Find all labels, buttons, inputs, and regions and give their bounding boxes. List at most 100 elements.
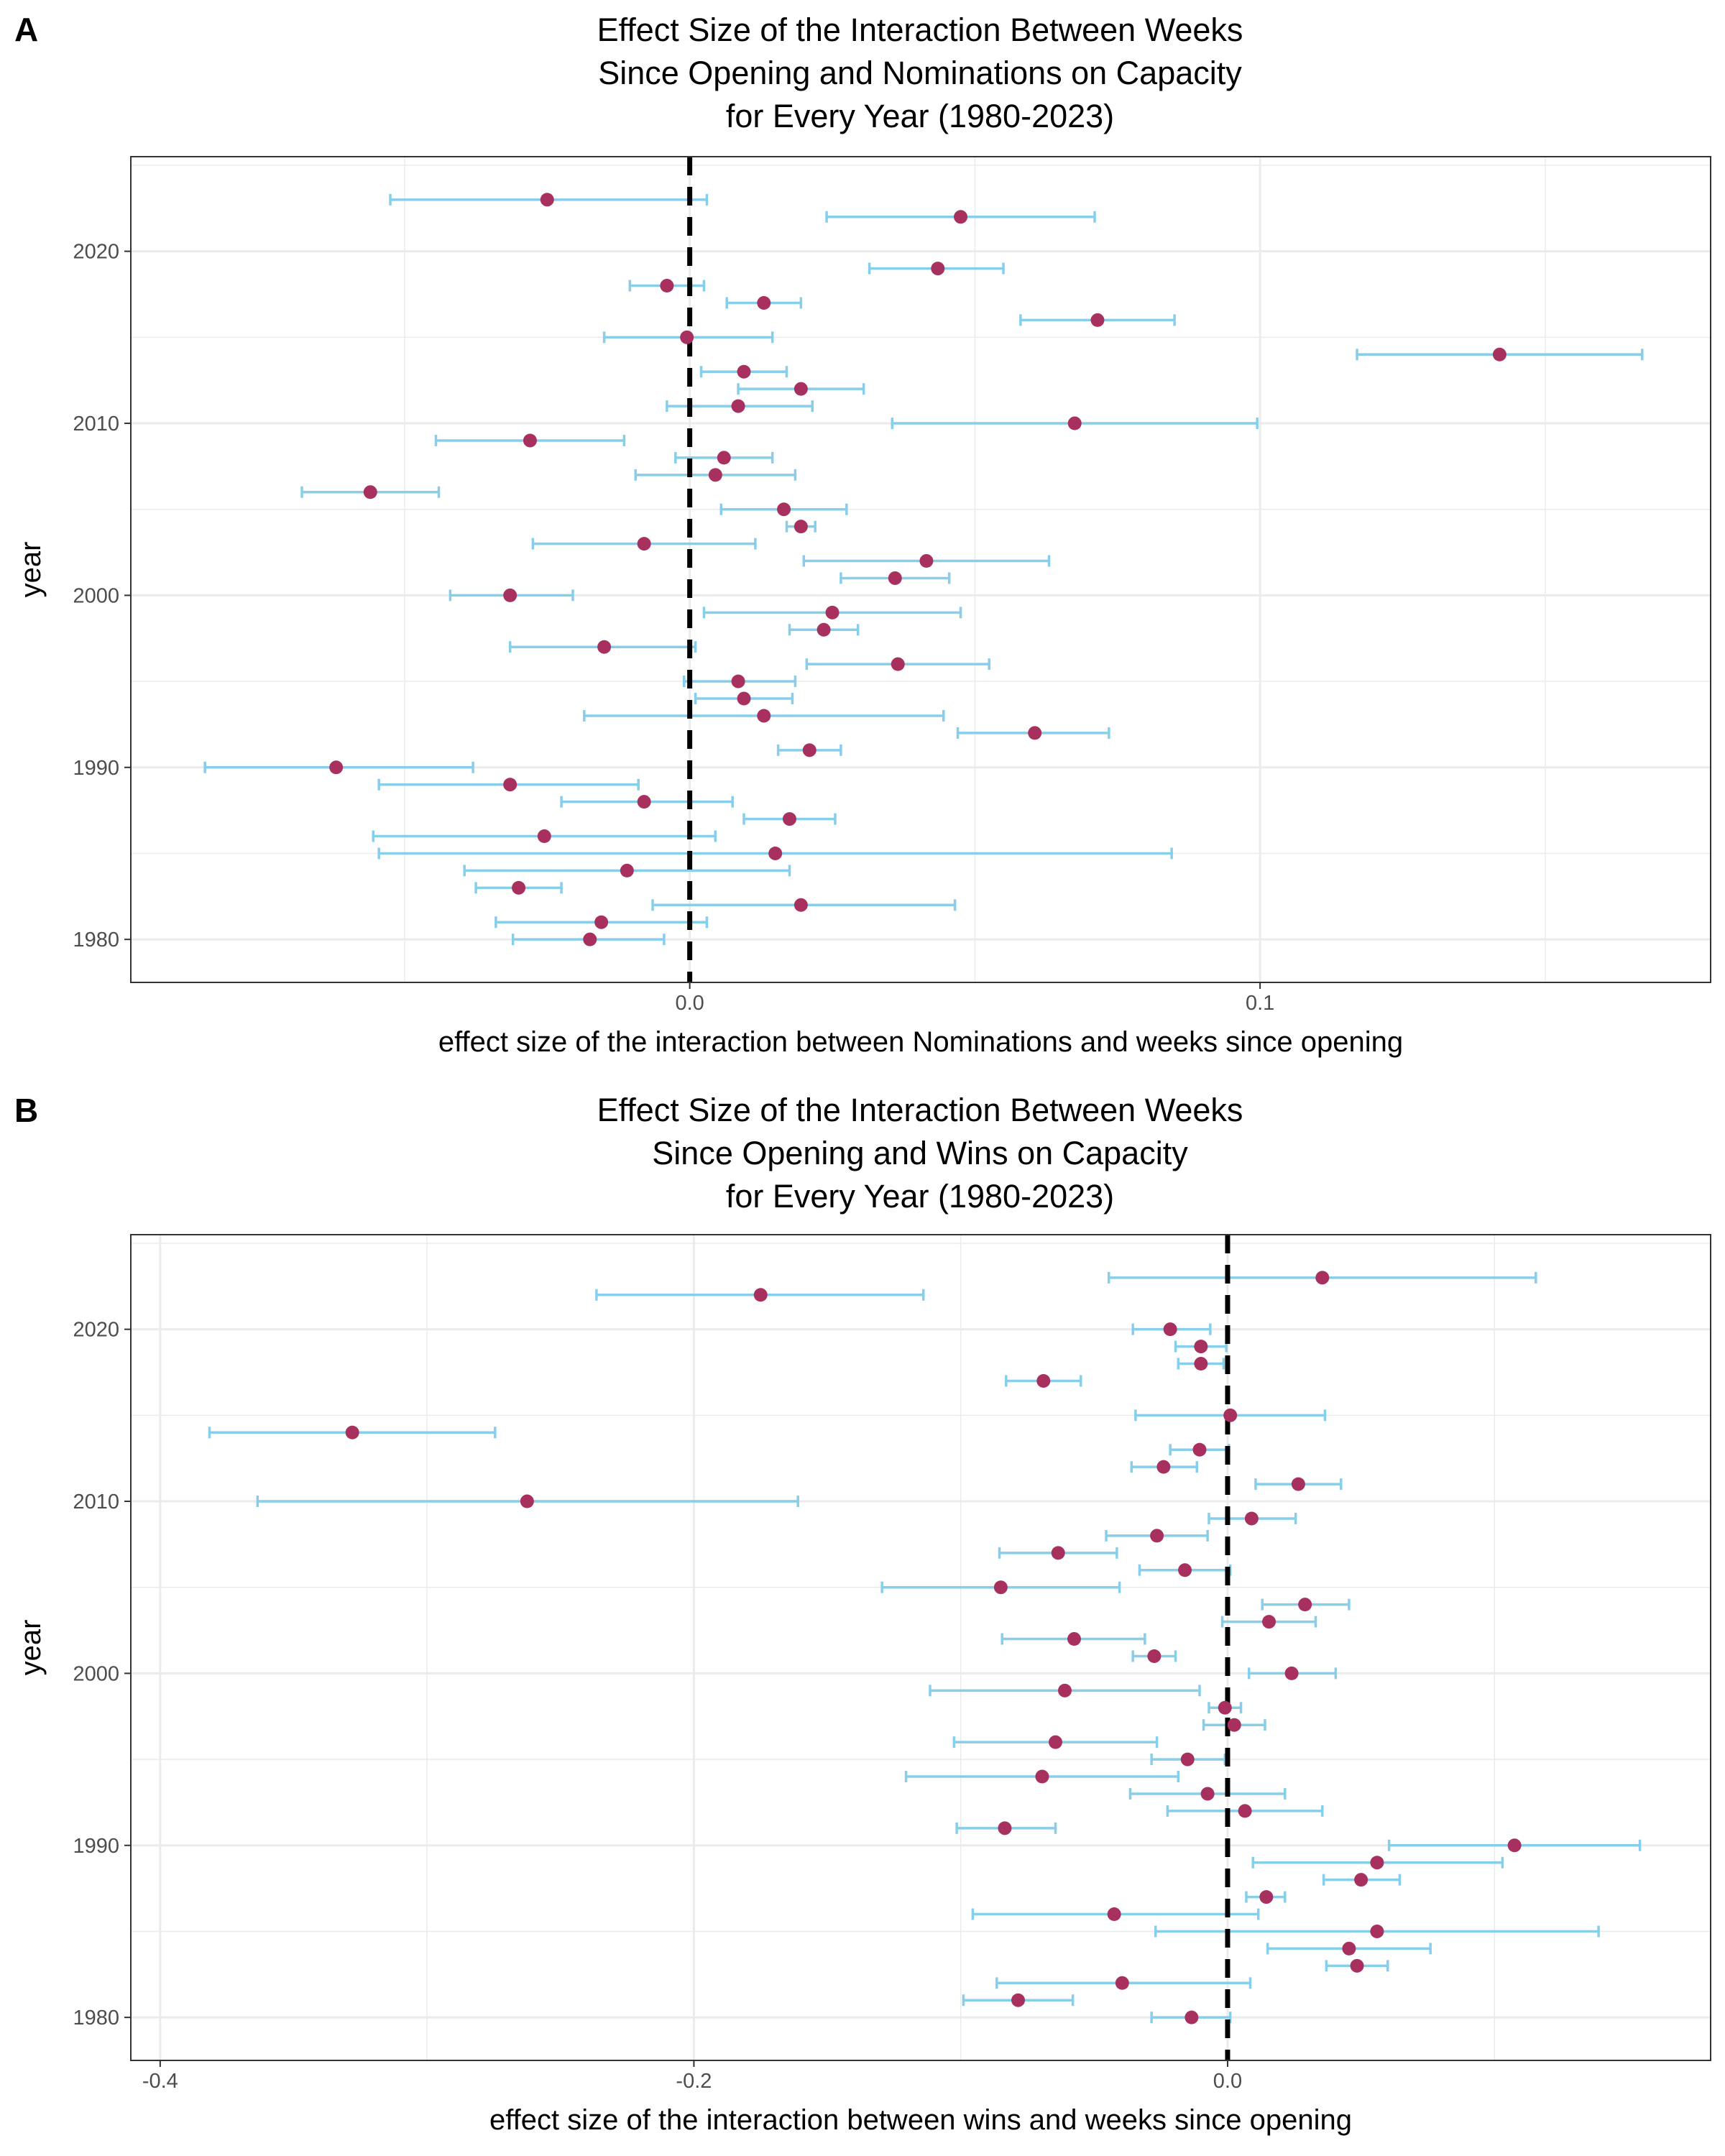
data-point-2016 bbox=[1090, 313, 1105, 327]
chart-title-a-line-3: for Every Year (1980-2023) bbox=[725, 98, 1115, 134]
data-point-1997 bbox=[1227, 1718, 1241, 1732]
y-tick-label: 2020 bbox=[73, 241, 119, 264]
data-point-2000 bbox=[503, 588, 518, 602]
data-point-2012 bbox=[1156, 1460, 1171, 1474]
data-point-2008 bbox=[717, 451, 731, 465]
data-point-2018 bbox=[660, 279, 674, 293]
data-point-2009 bbox=[1244, 1511, 1259, 1526]
data-point-1986 bbox=[1107, 1907, 1121, 1922]
data-point-1992 bbox=[1028, 726, 1042, 740]
data-point-1990 bbox=[1507, 1838, 1522, 1853]
data-point-2002 bbox=[1067, 1632, 1081, 1646]
data-point-1986 bbox=[537, 829, 551, 844]
data-point-2010 bbox=[520, 1494, 534, 1508]
y-tick-label: 1980 bbox=[73, 929, 119, 952]
data-point-2022 bbox=[753, 1288, 768, 1302]
data-point-1982 bbox=[1115, 1976, 1129, 1990]
data-point-1998 bbox=[1218, 1700, 1232, 1715]
data-point-2023 bbox=[1315, 1271, 1330, 1285]
panel-border bbox=[130, 156, 1711, 983]
data-point-1995 bbox=[731, 674, 745, 688]
data-point-1983 bbox=[512, 880, 526, 895]
data-point-1981 bbox=[594, 915, 609, 929]
y-tick-label: 2000 bbox=[73, 1662, 119, 1685]
data-point-1994 bbox=[737, 691, 751, 706]
data-point-1989 bbox=[503, 778, 518, 792]
data-point-2023 bbox=[540, 193, 554, 207]
data-point-2015 bbox=[680, 330, 694, 344]
data-point-2013 bbox=[1192, 1442, 1207, 1457]
data-point-1997 bbox=[597, 640, 612, 654]
data-point-2003 bbox=[637, 537, 651, 551]
panel-border bbox=[130, 1234, 1711, 2061]
y-tick-label: 1980 bbox=[73, 2007, 119, 2030]
data-point-1987 bbox=[1259, 1890, 1274, 1904]
data-point-1980 bbox=[1184, 2010, 1199, 2024]
chart-title-a-line-2: Since Opening and Nominations on Capacit… bbox=[598, 55, 1242, 91]
data-point-1980 bbox=[583, 932, 597, 946]
data-point-2007 bbox=[1051, 1546, 1065, 1560]
data-point-1994 bbox=[1035, 1769, 1049, 1784]
data-point-2003 bbox=[1262, 1615, 1276, 1629]
data-point-1999 bbox=[825, 605, 840, 619]
x-axis-title: effect size of the interaction between w… bbox=[489, 2104, 1352, 2136]
data-point-2006 bbox=[1178, 1563, 1192, 1577]
data-point-1988 bbox=[637, 795, 651, 809]
data-point-2008 bbox=[1150, 1529, 1164, 1543]
data-point-2022 bbox=[954, 210, 968, 224]
data-point-2020 bbox=[1163, 1322, 1177, 1337]
data-point-2000 bbox=[1284, 1666, 1299, 1680]
data-point-2017 bbox=[757, 295, 771, 310]
data-point-2007 bbox=[708, 468, 722, 482]
chart-title-a: Effect Size of the Interaction Between W… bbox=[129, 9, 1711, 138]
chart-a: 0.0 0.1 1980 1990 2000 2010 2020 effect size of… bbox=[15, 156, 1711, 1058]
data-point-2019 bbox=[931, 262, 945, 276]
x-tick-label: 0.1 bbox=[1246, 992, 1274, 1015]
data-point-1981 bbox=[1011, 1993, 1026, 2007]
data-point-1993 bbox=[757, 709, 771, 723]
data-point-2001 bbox=[888, 571, 902, 585]
data-point-2004 bbox=[1298, 1598, 1312, 1612]
data-point-1995 bbox=[1180, 1752, 1195, 1766]
panel-letter-a: A bbox=[14, 11, 39, 48]
x-axis-title: effect size of the interaction between N… bbox=[438, 1026, 1403, 1058]
x-tick-label: 0.0 bbox=[1213, 2070, 1242, 2093]
data-point-2011 bbox=[731, 399, 745, 413]
data-point-2009 bbox=[523, 433, 537, 448]
data-point-1982 bbox=[794, 898, 808, 912]
y-axis-title: year bbox=[15, 1620, 47, 1676]
data-point-1996 bbox=[891, 657, 905, 671]
y-tick-label: 2010 bbox=[73, 413, 119, 436]
data-point-1989 bbox=[1370, 1856, 1384, 1870]
data-point-1991 bbox=[998, 1821, 1012, 1835]
data-point-2015 bbox=[1223, 1408, 1238, 1422]
data-point-1984 bbox=[1342, 1941, 1356, 1955]
x-tick-label: -0.2 bbox=[676, 2070, 712, 2093]
chart-title-b-line-1: Effect Size of the Interaction Between W… bbox=[597, 1092, 1243, 1128]
y-tick-label: 2010 bbox=[73, 1491, 119, 1514]
data-point-1998 bbox=[816, 622, 831, 637]
chart-title-b-line-2: Since Opening and Wins on Capacity bbox=[652, 1135, 1188, 1171]
data-point-2002 bbox=[919, 554, 934, 568]
data-point-1984 bbox=[620, 863, 634, 877]
chart-title-b: Effect Size of the Interaction Between W… bbox=[129, 1089, 1711, 1218]
data-point-2010 bbox=[1067, 416, 1082, 430]
y-tick-label: 2020 bbox=[73, 1319, 119, 1342]
data-point-1988 bbox=[1354, 1873, 1368, 1887]
data-point-2012 bbox=[794, 382, 808, 396]
chart-b: -0.4 -0.2 0.0 1980 1990 2000 2010 2020 effect si… bbox=[15, 1234, 1711, 2136]
data-point-1999 bbox=[1057, 1683, 1072, 1697]
data-point-2019 bbox=[1194, 1340, 1208, 1354]
data-point-1987 bbox=[782, 812, 796, 826]
data-point-1983 bbox=[1350, 1958, 1364, 1973]
data-point-2014 bbox=[345, 1425, 359, 1439]
data-point-1993 bbox=[1200, 1787, 1215, 1801]
panel-letter-b: B bbox=[14, 1092, 39, 1129]
y-tick-label: 1990 bbox=[73, 1835, 119, 1858]
x-tick-label: 0.0 bbox=[675, 992, 704, 1015]
chart-title-b-line-3: for Every Year (1980-2023) bbox=[725, 1178, 1115, 1215]
data-point-2018 bbox=[1194, 1357, 1208, 1371]
chart-title-a-line-1: Effect Size of the Interaction Between W… bbox=[597, 11, 1243, 48]
data-point-1985 bbox=[768, 846, 783, 860]
data-point-1996 bbox=[1048, 1735, 1062, 1749]
